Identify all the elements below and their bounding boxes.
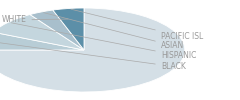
Wedge shape: [0, 8, 185, 92]
Text: WHITE: WHITE: [1, 16, 68, 24]
Wedge shape: [0, 14, 84, 50]
Wedge shape: [30, 10, 84, 50]
Text: PACIFIC ISL: PACIFIC ISL: [71, 9, 203, 41]
Text: ASIAN: ASIAN: [44, 13, 184, 50]
Wedge shape: [53, 8, 84, 50]
Text: HISPANIC: HISPANIC: [11, 23, 196, 60]
Text: BLACK: BLACK: [0, 41, 186, 71]
Wedge shape: [0, 32, 84, 50]
